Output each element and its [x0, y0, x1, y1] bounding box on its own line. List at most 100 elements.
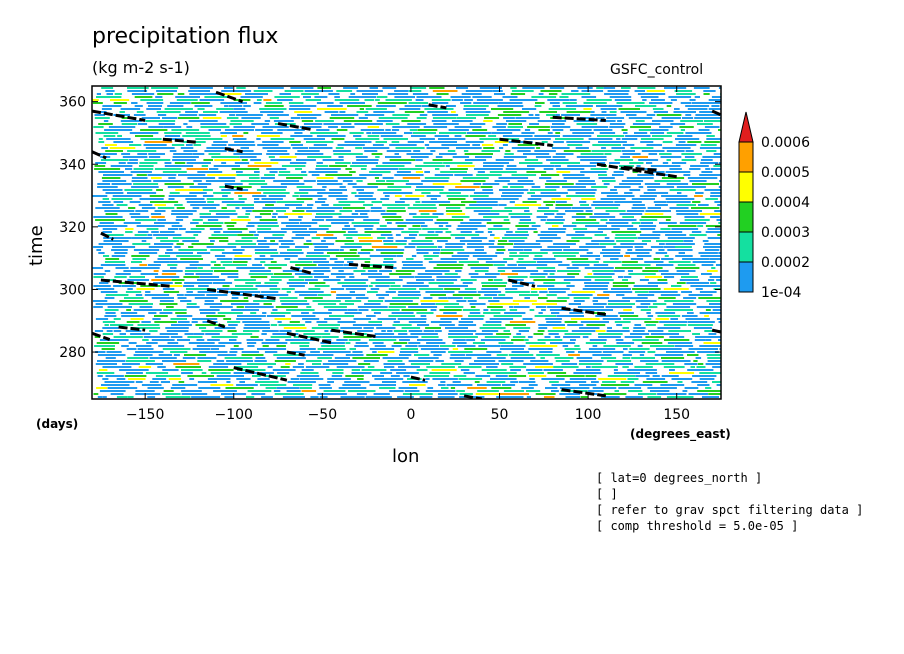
field-cell — [210, 249, 225, 251]
field-cell — [135, 381, 143, 383]
field-cell — [652, 231, 683, 233]
field-cell — [385, 123, 400, 125]
field-cell — [222, 195, 228, 197]
field-cell — [113, 102, 127, 104]
field-cell — [95, 162, 107, 164]
field-cell — [567, 273, 580, 275]
filtered-segment — [286, 331, 332, 345]
field-cell — [626, 114, 637, 116]
field-cell — [571, 291, 596, 293]
field-cell — [594, 279, 614, 281]
field-cell — [181, 369, 203, 371]
field-cell — [344, 141, 367, 143]
field-cell — [687, 324, 713, 326]
field-cell — [106, 351, 122, 353]
field-cell — [535, 240, 553, 242]
field-cell — [483, 216, 509, 218]
field-cell — [289, 261, 313, 263]
field-cell — [531, 225, 541, 227]
field-cell — [97, 360, 126, 362]
field-cell — [464, 288, 477, 290]
field-cell — [493, 297, 513, 299]
field-cell — [662, 147, 691, 149]
filtered-segment — [711, 109, 721, 117]
field-cell — [647, 351, 656, 353]
field-cell — [308, 288, 321, 290]
y-tick-label: 340 — [59, 157, 86, 173]
field-cell — [122, 363, 140, 365]
field-cell — [94, 114, 106, 116]
field-cell — [128, 342, 137, 344]
field-cell — [646, 312, 651, 314]
field-cell — [568, 354, 580, 356]
field-cell — [195, 273, 213, 275]
field-cell — [628, 117, 653, 119]
x-axis: −150 −100 −50 0 50 100 150 — [126, 86, 690, 423]
field-cell — [236, 174, 260, 176]
field-cell — [317, 357, 332, 359]
field-cell — [621, 87, 631, 89]
field-cell — [316, 234, 334, 236]
field-cell — [582, 336, 589, 338]
field-cell — [221, 189, 249, 191]
field-cell — [332, 267, 358, 269]
field-cell — [328, 309, 348, 311]
field-cell — [518, 258, 524, 260]
field-cell — [432, 102, 449, 104]
field-cell — [551, 147, 570, 149]
field-cell — [261, 291, 279, 293]
field-cell — [449, 357, 472, 359]
field-cell — [213, 165, 240, 167]
field-cell — [451, 111, 456, 113]
field-cell — [380, 234, 393, 236]
field-cell — [213, 231, 221, 233]
field-cell — [255, 252, 279, 254]
field-cell — [600, 219, 608, 221]
field-cell — [530, 195, 561, 197]
field-cell — [201, 372, 207, 374]
field-cell — [576, 369, 601, 371]
field-cell — [175, 96, 200, 98]
field-cell — [242, 321, 270, 323]
field-cell — [484, 336, 510, 338]
field-cell — [446, 195, 469, 197]
field-cell — [165, 252, 193, 254]
field-cell — [278, 174, 308, 176]
field-cell — [280, 228, 307, 230]
field-cell — [508, 249, 524, 251]
field-cell — [349, 291, 355, 293]
field-cell — [543, 369, 563, 371]
field-cell — [592, 270, 614, 272]
field-cell — [358, 237, 373, 239]
field-cell — [178, 381, 185, 383]
field-cell — [307, 354, 334, 356]
field-cell — [373, 312, 381, 314]
field-cell — [387, 186, 412, 188]
field-cell — [286, 390, 301, 392]
field-cell — [602, 249, 621, 251]
field-cell — [682, 117, 694, 119]
field-cell — [124, 189, 153, 191]
field-cell — [355, 297, 369, 299]
field-cell — [446, 213, 466, 215]
field-cell — [589, 339, 607, 341]
field-cell — [164, 183, 194, 185]
field-cell — [330, 273, 354, 275]
field-cell — [130, 171, 152, 173]
field-cell — [164, 132, 182, 134]
field-cell — [553, 141, 564, 143]
field-cell — [299, 294, 318, 296]
field-cell — [432, 117, 457, 119]
field-cell — [687, 369, 714, 371]
field-cell — [146, 102, 164, 104]
field-cell — [323, 123, 352, 125]
field-cell — [342, 180, 353, 182]
field-cell — [705, 387, 712, 389]
field-cell — [166, 249, 173, 251]
field-cell — [255, 357, 266, 359]
field-cell — [197, 252, 211, 254]
field-cell — [260, 177, 275, 179]
field-cell — [566, 258, 589, 260]
field-cell — [340, 396, 365, 398]
field-cell — [162, 288, 175, 290]
